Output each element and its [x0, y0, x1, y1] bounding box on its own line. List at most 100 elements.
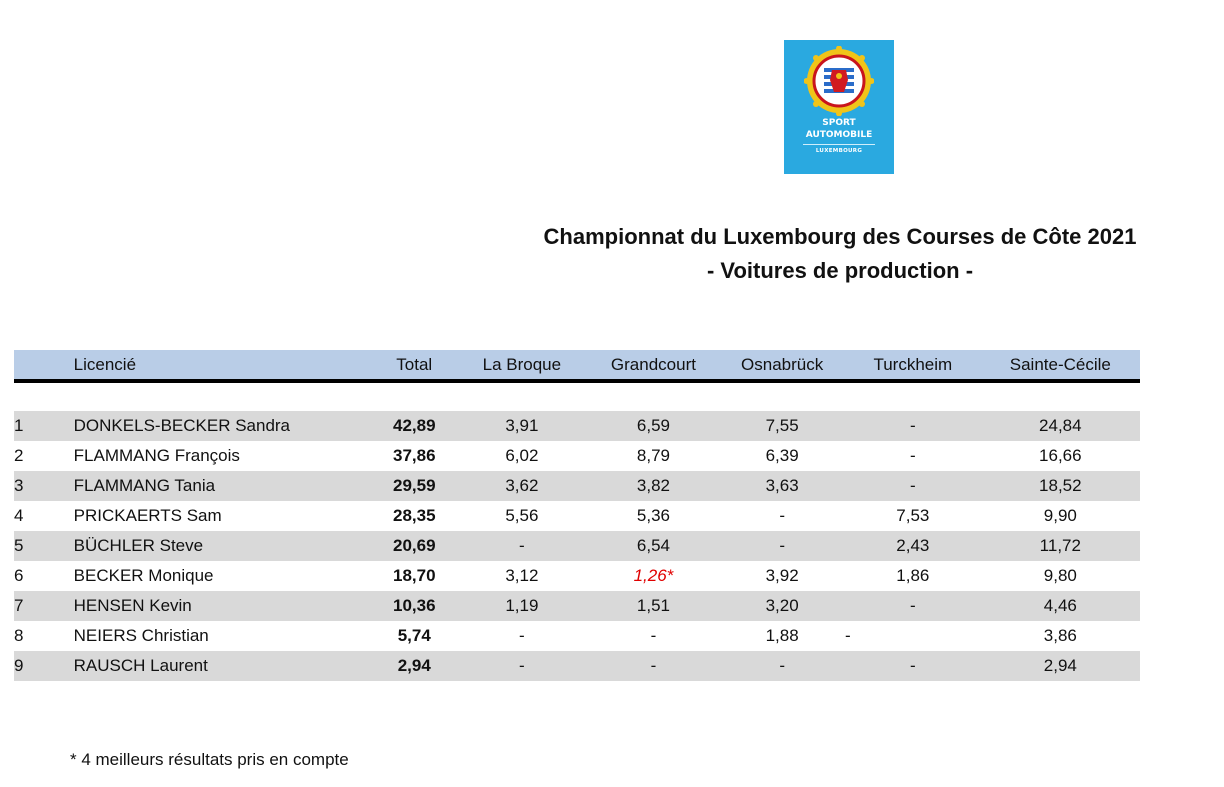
page-subtitle: - Voitures de production -	[706, 258, 974, 283]
header-total: Total	[372, 350, 457, 383]
cell-rank: 8	[14, 621, 74, 651]
cell-sainte-cecile: 9,80	[980, 561, 1140, 591]
cell-rank: 5	[14, 531, 74, 561]
cell-sainte-cecile: 3,86	[980, 621, 1140, 651]
cell-turckheim: -	[845, 471, 981, 501]
federation-logo: SPORT AUTOMOBILE LUXEMBOURG	[784, 40, 894, 174]
table-row: 9 RAUSCH Laurent 2,94 - - - - 2,94	[14, 651, 1140, 681]
table-row: 6 BECKER Monique 18,70 3,12 1,26* 3,92 1…	[14, 561, 1140, 591]
cell-sainte-cecile: 16,66	[980, 441, 1140, 471]
table-row: 1 DONKELS-BECKER Sandra 42,89 3,91 6,59 …	[14, 411, 1140, 441]
cell-osnabruck: 6,39	[719, 441, 845, 471]
header-name: Licencié	[73, 350, 373, 383]
cell-grandcourt-discarded: 1,26*	[587, 561, 720, 591]
cell-osnabruck: 3,63	[719, 471, 845, 501]
cell-total: 28,35	[372, 501, 457, 531]
table-row: 8 NEIERS Christian 5,74 - - 1,88 - 3,86	[14, 621, 1140, 651]
table-header-row: Licencié Total La Broque Grandcourt Osna…	[14, 350, 1140, 383]
cell-turckheim: -	[845, 651, 981, 681]
cell-total: 5,74	[372, 621, 457, 651]
logo-divider	[803, 144, 875, 145]
header-grandcourt: Grandcourt	[587, 350, 720, 383]
table-row: 3 FLAMMANG Tania 29,59 3,62 3,82 3,63 - …	[14, 471, 1140, 501]
cell-osnabruck: 7,55	[719, 411, 845, 441]
cell-osnabruck: 1,88	[719, 621, 845, 651]
cell-rank: 9	[14, 651, 74, 681]
cell-sainte-cecile: 9,90	[980, 501, 1140, 531]
cell-turckheim: -	[845, 441, 981, 471]
cell-sainte-cecile: 2,94	[980, 651, 1140, 681]
cell-rank: 7	[14, 591, 74, 621]
cell-name: BÜCHLER Steve	[73, 531, 373, 561]
page-title: Championnat du Luxembourg des Courses de…	[543, 224, 1137, 249]
cell-turckheim: -	[845, 621, 981, 651]
cell-name: PRICKAERTS Sam	[73, 501, 373, 531]
cell-la-broque: 3,12	[456, 561, 588, 591]
table-row: 4 PRICKAERTS Sam 28,35 5,56 5,36 - 7,53 …	[14, 501, 1140, 531]
cell-name: FLAMMANG François	[73, 441, 373, 471]
cell-total: 37,86	[372, 441, 457, 471]
cell-sainte-cecile: 24,84	[980, 411, 1140, 441]
header-rank	[14, 350, 74, 383]
cell-osnabruck: 3,20	[719, 591, 845, 621]
footnote: * 4 meilleurs résultats pris en compte	[70, 750, 349, 769]
cell-osnabruck: -	[719, 531, 845, 561]
standings-table: Licencié Total La Broque Grandcourt Osna…	[14, 350, 1140, 681]
cell-grandcourt: 3,82	[587, 471, 720, 501]
cell-sainte-cecile: 4,46	[980, 591, 1140, 621]
cell-la-broque: 6,02	[456, 441, 588, 471]
cell-turckheim: 7,53	[845, 501, 981, 531]
cell-la-broque: 3,91	[456, 411, 588, 441]
cell-la-broque: -	[456, 651, 588, 681]
table-row: 7 HENSEN Kevin 10,36 1,19 1,51 3,20 - 4,…	[14, 591, 1140, 621]
cell-osnabruck: -	[719, 651, 845, 681]
cell-la-broque: 1,19	[456, 591, 588, 621]
cell-total: 2,94	[372, 651, 457, 681]
table-row: 2 FLAMMANG François 37,86 6,02 8,79 6,39…	[14, 441, 1140, 471]
cell-grandcourt: 6,59	[587, 411, 720, 441]
cell-la-broque: -	[456, 621, 588, 651]
cell-rank: 6	[14, 561, 74, 591]
cell-osnabruck: -	[719, 501, 845, 531]
cell-osnabruck: 3,92	[719, 561, 845, 591]
cell-name: NEIERS Christian	[73, 621, 373, 651]
cell-rank: 3	[14, 471, 74, 501]
cell-turckheim: -	[845, 591, 981, 621]
cell-name: HENSEN Kevin	[73, 591, 373, 621]
cell-rank: 4	[14, 501, 74, 531]
cell-total: 29,59	[372, 471, 457, 501]
header-sainte-cecile: Sainte-Cécile	[980, 350, 1140, 383]
cell-rank: 1	[14, 411, 74, 441]
header-osnabruck: Osnabrück	[719, 350, 845, 383]
cell-name: FLAMMANG Tania	[73, 471, 373, 501]
cell-turckheim: 1,86	[845, 561, 981, 591]
cell-grandcourt: -	[587, 651, 720, 681]
table-spacer	[14, 381, 1140, 411]
cell-la-broque: 5,56	[456, 501, 588, 531]
cell-sainte-cecile: 18,52	[980, 471, 1140, 501]
logo-text-2: AUTOMOBILE	[805, 130, 873, 140]
logo-text-3: LUXEMBOURG	[815, 148, 863, 154]
cell-rank: 2	[14, 441, 74, 471]
cell-total: 20,69	[372, 531, 457, 561]
cell-la-broque: -	[456, 531, 588, 561]
cell-name: DONKELS-BECKER Sandra	[73, 411, 373, 441]
cell-total: 18,70	[372, 561, 457, 591]
header-la-broque: La Broque	[456, 350, 588, 383]
crest-icon	[804, 46, 874, 116]
header-turckheim: Turckheim	[845, 350, 981, 383]
cell-grandcourt: 5,36	[587, 501, 720, 531]
cell-grandcourt: 8,79	[587, 441, 720, 471]
cell-turckheim: -	[845, 411, 981, 441]
cell-la-broque: 3,62	[456, 471, 588, 501]
table-row: 5 BÜCHLER Steve 20,69 - 6,54 - 2,43 11,7…	[14, 531, 1140, 561]
cell-grandcourt: 1,51	[587, 591, 720, 621]
cell-grandcourt: -	[587, 621, 720, 651]
cell-total: 42,89	[372, 411, 457, 441]
cell-total: 10,36	[372, 591, 457, 621]
cell-grandcourt: 6,54	[587, 531, 720, 561]
cell-turckheim: 2,43	[845, 531, 981, 561]
logo-text-1: SPORT	[822, 118, 856, 128]
cell-sainte-cecile: 11,72	[980, 531, 1140, 561]
cell-name: RAUSCH Laurent	[73, 651, 373, 681]
